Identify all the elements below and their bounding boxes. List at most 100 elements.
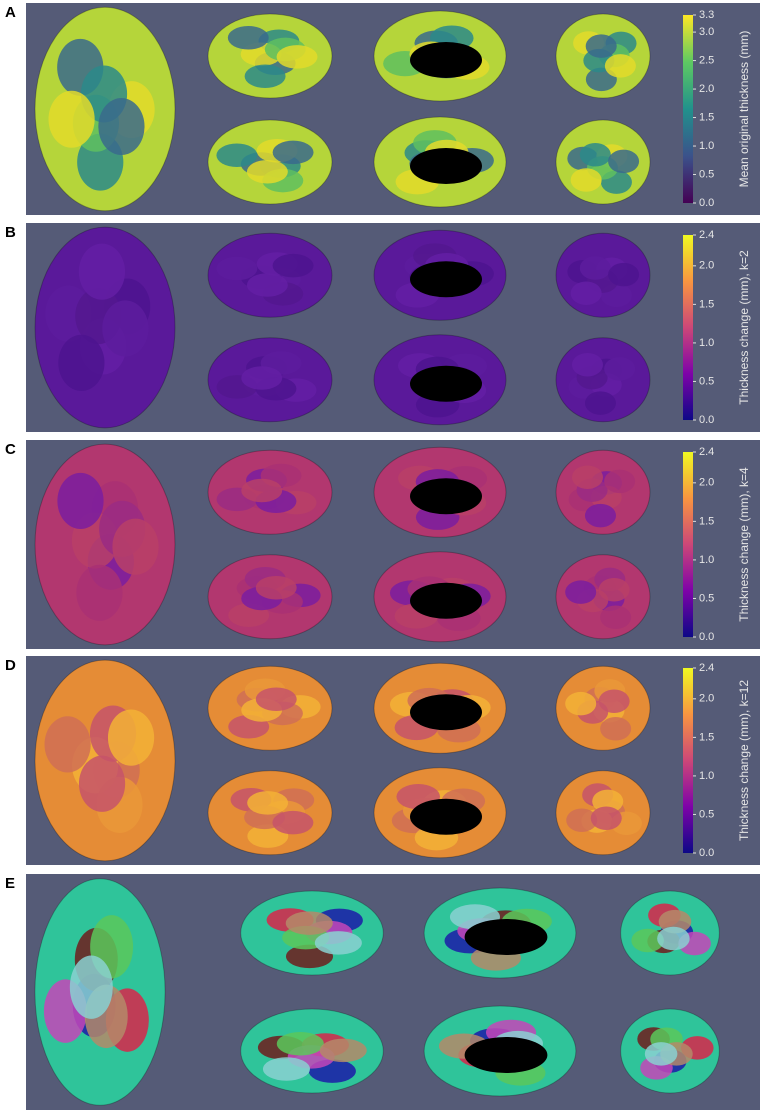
panel-letter: C <box>5 441 16 458</box>
colorbar-tick-label: 2.4 <box>699 446 714 458</box>
colorbar-tick-label: 2.5 <box>699 54 714 66</box>
brain-region <box>272 810 314 835</box>
brain-region <box>227 26 269 50</box>
brain-region <box>598 577 630 602</box>
colorbar-tick-label: 0.0 <box>699 414 714 426</box>
panel: D 0.0 0.5 1.0 1.5 2.0 2.4 Thickness change (mm)… <box>5 656 760 865</box>
brain-region <box>584 391 616 415</box>
brain-region <box>44 716 91 773</box>
colorbar-tick-label: 3.3 <box>699 9 714 21</box>
brain-region <box>244 64 286 88</box>
brain-region <box>600 605 632 630</box>
medial-wall <box>410 365 482 402</box>
medial-wall <box>410 42 482 78</box>
brain-region <box>584 503 616 528</box>
brain-region <box>608 149 640 174</box>
colorbar-tick-label: 2.0 <box>699 477 714 489</box>
brain-region <box>657 926 690 951</box>
colorbar-tick-label: 3.0 <box>699 26 714 38</box>
colorbar <box>683 668 693 853</box>
colorbar-tick-label: 0.0 <box>699 847 714 859</box>
colorbar-tick-label: 0.5 <box>699 168 714 180</box>
colorbar <box>683 452 693 637</box>
colorbar-tick-label: 0.5 <box>699 592 714 604</box>
brain-region <box>241 366 283 390</box>
colorbar-tick-label: 0.0 <box>699 631 714 643</box>
brain-region <box>585 34 617 58</box>
brain-region <box>579 143 611 167</box>
medial-wall <box>410 148 482 184</box>
colorbar-tick-label: 0.5 <box>699 808 714 820</box>
brain-region <box>57 472 104 530</box>
brain-region <box>571 465 604 489</box>
colorbar-title: Thickness change (mm), k=4 <box>737 467 751 622</box>
brain-region <box>255 575 297 600</box>
brain-region <box>102 300 149 357</box>
brain-region <box>78 755 126 812</box>
colorbar-tick-label: 1.5 <box>699 111 714 123</box>
brain-region <box>78 243 126 300</box>
colorbar-title: Mean original thickness (mm) <box>737 31 751 188</box>
brain-region <box>579 256 611 280</box>
panel-letter: D <box>5 657 16 674</box>
panel: E <box>5 874 760 1110</box>
colorbar <box>683 235 693 420</box>
brain-region <box>272 253 314 278</box>
brain-region <box>272 140 314 165</box>
colorbar-tick-label: 1.5 <box>699 731 714 743</box>
brain-region <box>48 90 95 148</box>
medial-wall <box>410 694 482 731</box>
brain-region <box>246 273 288 297</box>
medial-wall <box>410 582 482 619</box>
brain-region <box>319 1038 367 1063</box>
brain-region <box>658 909 692 934</box>
brain-region <box>262 1057 311 1081</box>
brain-region <box>565 580 597 604</box>
colorbar-tick-label: 2.0 <box>699 260 714 272</box>
colorbar-tick-label: 2.0 <box>699 83 714 95</box>
brain-region <box>590 806 622 831</box>
medial-wall <box>410 478 482 515</box>
brain-region <box>255 687 297 711</box>
colorbar-tick-label: 1.0 <box>699 554 714 566</box>
brain-region <box>570 168 602 192</box>
colorbar-tick-label: 1.0 <box>699 140 714 152</box>
brain-region <box>276 1032 324 1056</box>
panel: A 0.0 0.5 1.0 1.5 2.0 2.5 3.0 3.3 Mean original t… <box>5 3 760 215</box>
brain-region <box>604 357 636 381</box>
brain-region <box>76 564 123 621</box>
brain-region <box>571 352 604 377</box>
colorbar-title: Thickness change (mm), k=2 <box>737 250 751 405</box>
brain-region <box>604 54 636 78</box>
panel: B 0.0 0.5 1.0 1.5 2.0 2.4 Thickness change (mm)… <box>5 223 760 432</box>
colorbar <box>683 15 693 203</box>
brain-region <box>216 143 258 168</box>
panel: C 0.0 0.5 1.0 1.5 2.0 2.4 Thickness change (mm)… <box>5 440 760 649</box>
brain-region <box>216 256 258 281</box>
colorbar-tick-label: 1.5 <box>699 298 714 310</box>
brain-region <box>600 717 632 741</box>
colorbar-tick-label: 0.5 <box>699 375 714 387</box>
panel-letter: E <box>5 875 15 892</box>
colorbar-tick-label: 1.0 <box>699 770 714 782</box>
panel-letter: B <box>5 224 16 241</box>
brain-region <box>98 98 145 156</box>
brain-region <box>644 1042 678 1066</box>
brain-region <box>246 159 288 184</box>
brain-region <box>247 791 289 815</box>
colorbar-tick-label: 0.0 <box>699 197 714 209</box>
colorbar-tick-label: 1.0 <box>699 337 714 349</box>
colorbar-tick-label: 1.5 <box>699 515 714 527</box>
medial-wall <box>464 1037 548 1073</box>
brain-region <box>598 689 630 713</box>
brain-region <box>604 469 636 494</box>
brain-region <box>631 928 664 953</box>
brain-region <box>608 262 640 287</box>
medial-wall <box>410 798 482 835</box>
brain-region <box>69 955 113 1019</box>
colorbar-tick-label: 2.4 <box>699 229 714 241</box>
brain-region <box>107 709 155 766</box>
colorbar-tick-label: 2.0 <box>699 693 714 705</box>
medial-wall <box>464 919 548 955</box>
brain-region <box>112 518 159 575</box>
